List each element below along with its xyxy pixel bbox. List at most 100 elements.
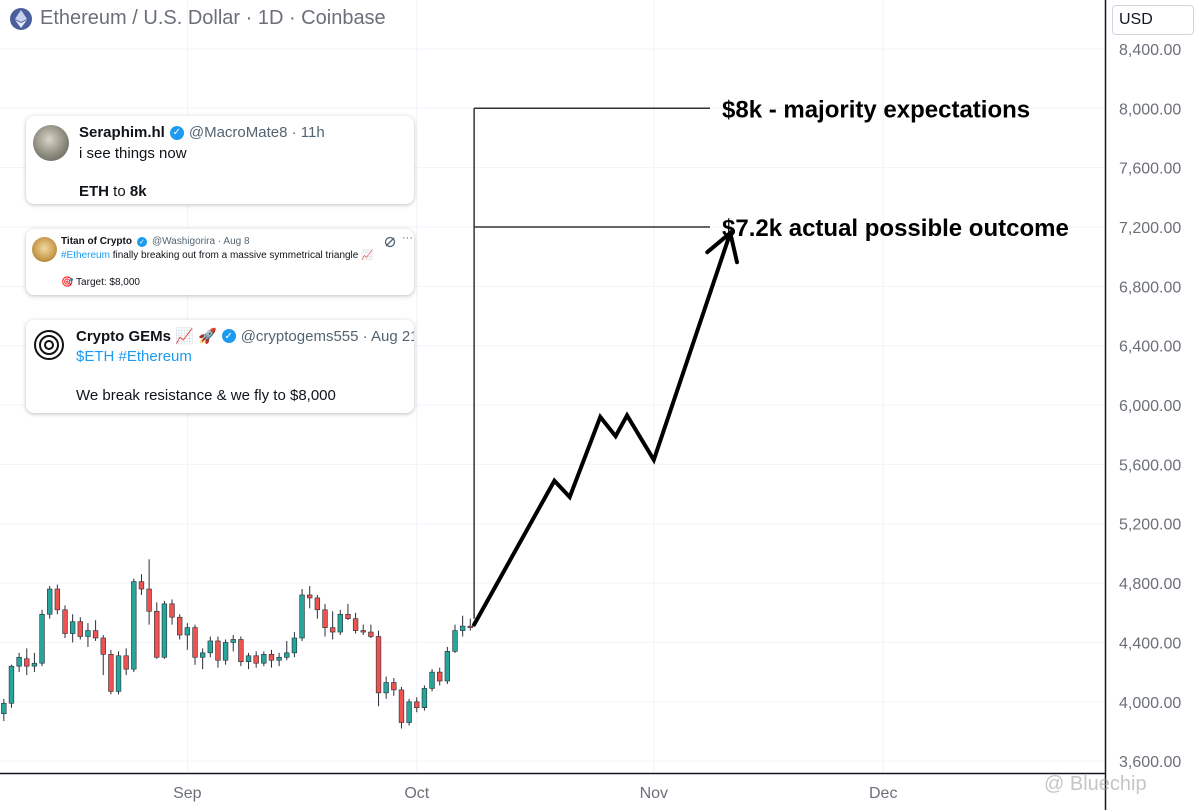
candle bbox=[54, 584, 61, 615]
candle bbox=[459, 615, 466, 637]
candle bbox=[62, 605, 68, 638]
candle bbox=[452, 624, 458, 653]
verified-badge-icon: ✓ bbox=[136, 236, 147, 247]
y-tick-label: 7,200.00 bbox=[1119, 220, 1181, 237]
candle bbox=[184, 623, 191, 650]
candle bbox=[291, 632, 298, 658]
candle bbox=[8, 664, 15, 708]
candle bbox=[360, 624, 366, 636]
candle bbox=[268, 649, 275, 668]
y-tick-label: 7,600.00 bbox=[1119, 161, 1181, 178]
x-tick-label: Dec bbox=[869, 785, 897, 802]
y-tick-label: 6,000.00 bbox=[1119, 398, 1181, 415]
candle bbox=[375, 630, 382, 707]
candle bbox=[123, 648, 129, 676]
candle bbox=[169, 599, 175, 625]
candle bbox=[421, 685, 428, 711]
tweet-card-cryptogems[interactable]: Crypto GEMs 📈 🚀 ✓ @cryptogems555 · Aug 2… bbox=[26, 320, 414, 413]
candle bbox=[444, 646, 451, 684]
candle bbox=[429, 669, 435, 692]
candle bbox=[253, 651, 259, 668]
candle bbox=[161, 600, 168, 659]
candle bbox=[329, 611, 336, 640]
candle bbox=[199, 648, 206, 670]
candle bbox=[192, 624, 198, 665]
projection-arrowhead bbox=[705, 229, 739, 265]
tweet-hashtag[interactable]: #Ethereum bbox=[61, 250, 110, 261]
y-tick-label: 5,200.00 bbox=[1119, 517, 1181, 534]
candle bbox=[100, 635, 106, 676]
candle bbox=[39, 609, 45, 667]
currency-selector[interactable]: USD bbox=[1112, 5, 1194, 35]
y-tick-label: 3,600.00 bbox=[1119, 754, 1181, 771]
y-tick-label: 6,800.00 bbox=[1119, 279, 1181, 296]
tweet-ticker: ETH bbox=[79, 183, 109, 200]
candle bbox=[437, 667, 443, 686]
candle bbox=[352, 612, 359, 634]
candle bbox=[322, 603, 328, 637]
candle bbox=[414, 697, 420, 713]
tweet-text: #Ethereum finally breaking out from a ma… bbox=[61, 250, 374, 261]
x-tick-label: Nov bbox=[640, 785, 668, 802]
tweet-target: 🎯 Target: $8,000 bbox=[61, 277, 140, 288]
avatar-icon bbox=[32, 237, 57, 262]
y-tick-label: 4,000.00 bbox=[1119, 695, 1181, 712]
y-tick-label: 5,600.00 bbox=[1119, 457, 1181, 474]
candle bbox=[398, 686, 405, 729]
tweet-author: Seraphim.hl bbox=[79, 124, 165, 141]
x-tick-label: Sep bbox=[173, 785, 202, 802]
time-axis: Sep Oct Nov Dec bbox=[0, 772, 1105, 802]
tweet-text: i see things now bbox=[79, 145, 187, 162]
annotation-label: $8k - majority expectations bbox=[722, 96, 1030, 123]
y-tick-label: 4,800.00 bbox=[1119, 576, 1181, 593]
y-tick-label: 8,400.00 bbox=[1119, 42, 1181, 59]
projection-path bbox=[472, 230, 733, 627]
candle bbox=[467, 618, 473, 631]
x-tick-label: Oct bbox=[404, 785, 429, 802]
candle bbox=[215, 636, 221, 668]
tweet-hashtags[interactable]: $ETH #Ethereum bbox=[76, 348, 192, 365]
more-options-icon[interactable]: ··· bbox=[402, 232, 413, 244]
candle bbox=[115, 651, 122, 695]
candle bbox=[238, 636, 244, 667]
candle bbox=[24, 648, 30, 676]
chart-title: Ethereum / U.S. Dollar · 1D · Coinbase bbox=[40, 7, 386, 29]
price-axis: 8,400.00 8,000.00 7,600.00 7,200.00 6,800.00… bbox=[1104, 0, 1181, 810]
candle bbox=[207, 636, 213, 658]
candle bbox=[284, 640, 290, 661]
tweet-handle: @MacroMate8 · 11h bbox=[188, 124, 325, 141]
tweet-card-seraphim[interactable]: Seraphim.hl ✓ @MacroMate8 · 11h i see th… bbox=[26, 116, 414, 204]
candle bbox=[345, 603, 351, 621]
candle bbox=[1, 698, 7, 722]
candle bbox=[47, 586, 53, 619]
candle bbox=[222, 639, 229, 665]
candle bbox=[108, 649, 114, 695]
tweet-author: Titan of Crypto bbox=[61, 236, 132, 247]
y-tick-label: 8,000.00 bbox=[1119, 101, 1181, 118]
y-tick-label: 6,400.00 bbox=[1119, 339, 1181, 356]
candle bbox=[368, 624, 374, 638]
candle bbox=[77, 617, 83, 640]
candle bbox=[383, 676, 389, 699]
candle bbox=[92, 620, 99, 641]
candlestick-series bbox=[1, 559, 473, 729]
candle bbox=[337, 609, 343, 636]
candle bbox=[85, 623, 91, 647]
candle bbox=[276, 652, 282, 667]
tweet-body: finally breaking out from a massive symm… bbox=[109, 250, 374, 261]
avatar-icon bbox=[34, 330, 64, 360]
candle bbox=[69, 614, 76, 643]
tweet-card-titan[interactable]: Titan of Crypto ✓ @Washigorira · Aug 8 ·… bbox=[26, 229, 414, 295]
candle bbox=[314, 594, 321, 619]
candle bbox=[391, 678, 397, 696]
candle bbox=[131, 578, 137, 673]
grok-icon[interactable] bbox=[384, 236, 396, 248]
y-tick-label: 4,400.00 bbox=[1119, 635, 1181, 652]
watermark: @ Bluechip bbox=[1044, 773, 1147, 795]
annotation-levels: $8k - majority expectations $7.2k actual … bbox=[473, 96, 1069, 619]
candle bbox=[154, 602, 160, 659]
candle bbox=[406, 698, 412, 726]
ethereum-icon bbox=[10, 7, 32, 30]
tweet-text-line2: ETH to 8k bbox=[79, 183, 147, 200]
